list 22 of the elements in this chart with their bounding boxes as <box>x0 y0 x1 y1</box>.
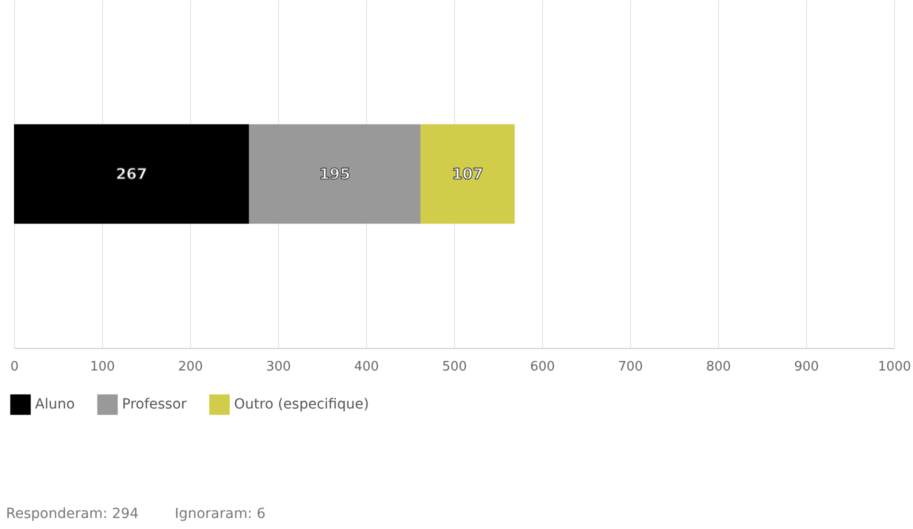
x-tick-label: 0 <box>10 360 19 374</box>
x-tick-label: 500 <box>442 360 467 374</box>
data-label: 195 <box>319 165 350 183</box>
data-label: 267 <box>116 165 148 183</box>
text: Ignoraram: 6 <box>174 506 266 522</box>
x-tick-label: 200 <box>178 360 203 374</box>
x-tick-label: 800 <box>706 360 731 374</box>
legend-label: Aluno <box>35 396 75 413</box>
bar <box>248 124 421 224</box>
x-tick-label: 1000 <box>878 360 912 374</box>
legend-label: Professor <box>122 396 187 413</box>
legend-label: Outro (especifique) <box>234 396 369 413</box>
x-tick-label: 900 <box>794 360 819 374</box>
bar <box>14 124 249 224</box>
x-tick-label: 300 <box>266 360 291 374</box>
x-tick-label: 600 <box>530 360 555 374</box>
text: Responderam: 294 <box>6 506 139 522</box>
bar <box>420 124 515 224</box>
x-tick-label: 700 <box>618 360 643 374</box>
x-tick-label: 400 <box>354 360 379 374</box>
data-label: 107 <box>452 165 484 183</box>
x-tick-label: 100 <box>90 360 115 374</box>
